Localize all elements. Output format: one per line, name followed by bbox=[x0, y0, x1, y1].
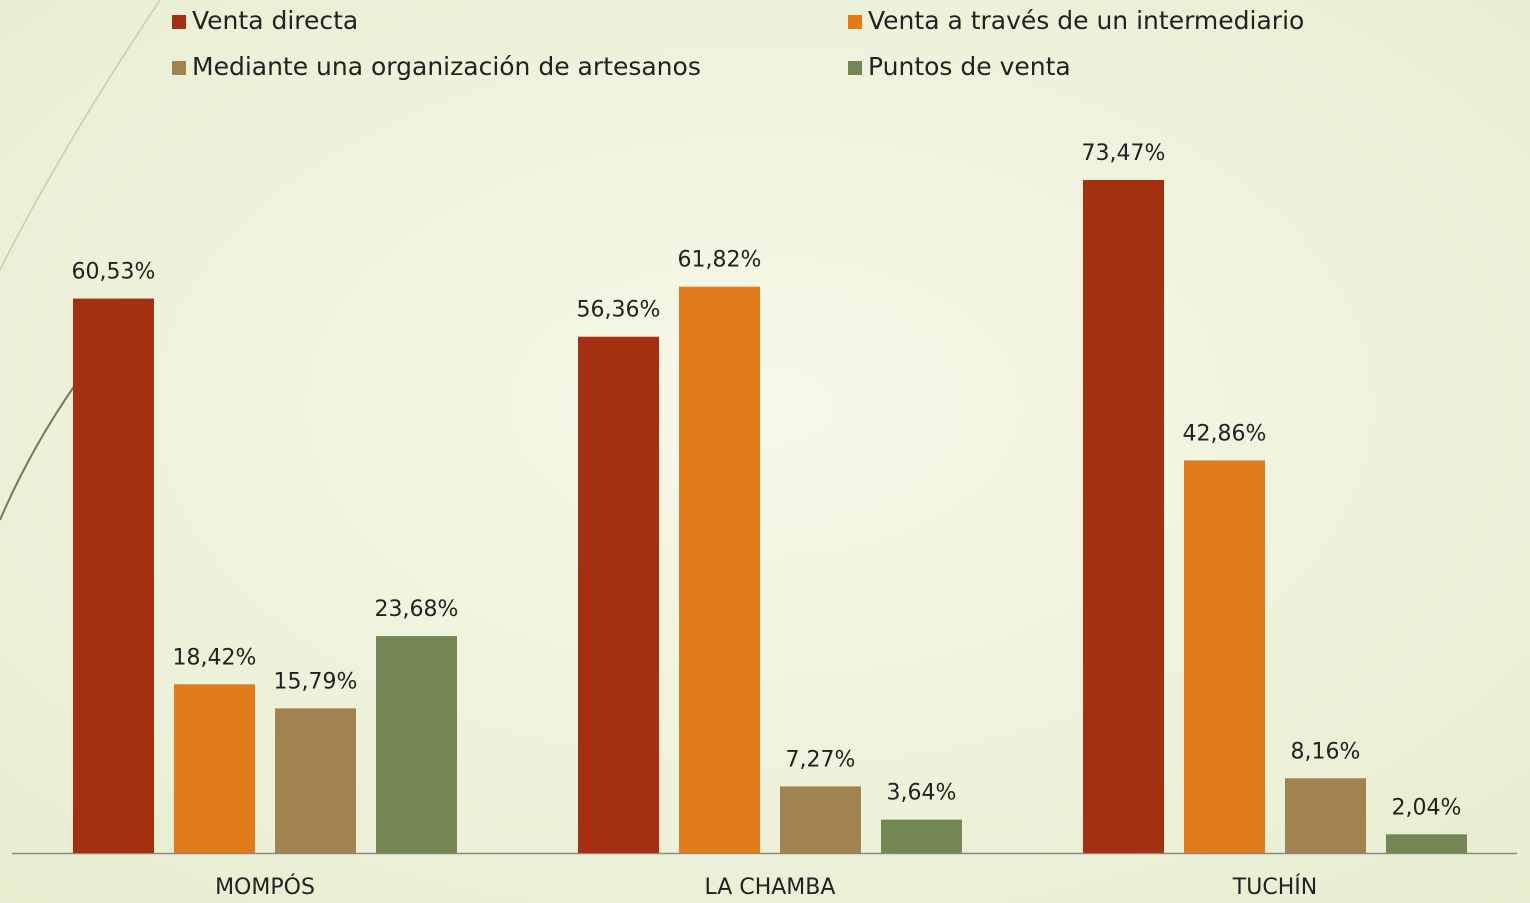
data-label: 60,53% bbox=[72, 260, 156, 285]
legend-swatch bbox=[848, 61, 862, 75]
decor-line bbox=[0, 0, 161, 271]
x-tick-label: TUCHÍN bbox=[1232, 874, 1317, 900]
bar bbox=[275, 708, 356, 853]
legend-label: Mediante una organización de artesanos bbox=[192, 52, 701, 81]
data-label: 15,79% bbox=[274, 669, 358, 694]
bar bbox=[1184, 460, 1265, 853]
legend-label: Puntos de venta bbox=[868, 52, 1071, 81]
bar bbox=[1083, 180, 1164, 854]
legend-label: Venta a través de un intermediario bbox=[868, 6, 1304, 35]
data-label: 3,64% bbox=[887, 781, 957, 806]
bar bbox=[578, 336, 659, 853]
x-tick-label: LA CHAMBA bbox=[705, 875, 836, 900]
decor-line bbox=[0, 384, 76, 521]
data-label: 73,47% bbox=[1082, 141, 1166, 166]
legend-label: Venta directa bbox=[192, 6, 358, 35]
data-label: 42,86% bbox=[1183, 421, 1267, 446]
bar bbox=[1285, 778, 1366, 853]
data-label: 23,68% bbox=[375, 597, 459, 622]
legend-swatch bbox=[848, 15, 862, 29]
data-label: 56,36% bbox=[577, 298, 661, 323]
bar bbox=[1386, 834, 1467, 853]
legend-swatch bbox=[172, 61, 186, 75]
bar bbox=[881, 819, 962, 853]
x-tick-label: MOMPÓS bbox=[215, 874, 315, 900]
data-label: 7,27% bbox=[786, 747, 856, 772]
data-label: 18,42% bbox=[173, 645, 257, 670]
bar bbox=[376, 636, 457, 853]
data-label: 8,16% bbox=[1291, 739, 1361, 764]
data-label: 61,82% bbox=[678, 248, 762, 273]
data-label: 2,04% bbox=[1392, 795, 1462, 820]
bar bbox=[174, 684, 255, 853]
legend-swatch bbox=[172, 15, 186, 29]
bar bbox=[780, 786, 861, 853]
bar bbox=[679, 286, 760, 854]
bar bbox=[73, 298, 154, 854]
